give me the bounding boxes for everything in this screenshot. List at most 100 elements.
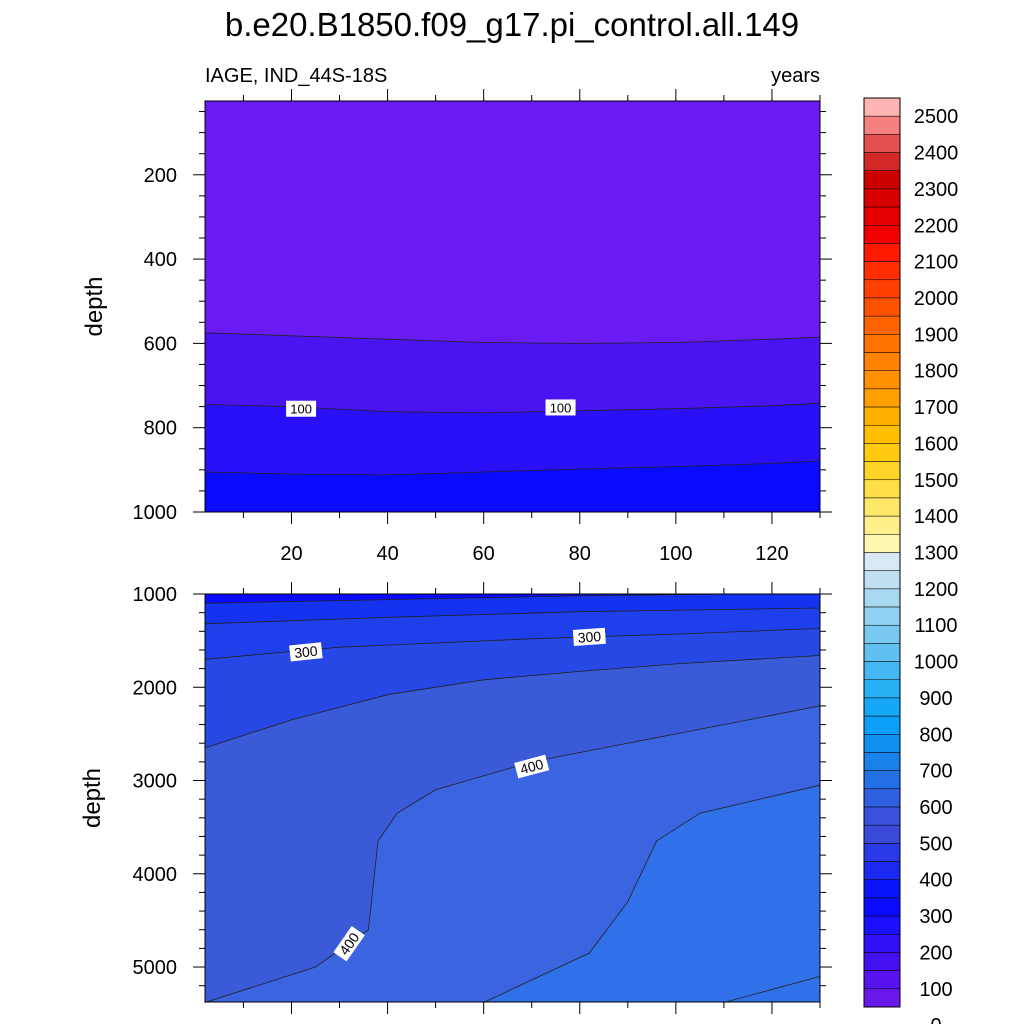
colorbar-swatch: [863, 370, 901, 390]
colorbar-swatch: [863, 134, 901, 153]
colorbar-label: 1000: [914, 652, 959, 674]
lower-contour-line: [204, 655, 821, 749]
lower-contour-label-box: [572, 627, 606, 646]
lower-band-6: [483, 785, 820, 1003]
upper-x-tick-label: 120: [755, 543, 788, 565]
colorbar-swatch: [863, 352, 901, 371]
lower-contour-line: [204, 705, 821, 1003]
lower-y-tick-label: 5000: [133, 957, 178, 979]
colorbar-label: 1300: [914, 543, 959, 565]
lower-y-axis-label: depth: [79, 768, 106, 828]
lower-contour-label: 400: [518, 756, 545, 778]
upper-contour-label: 100: [290, 402, 312, 417]
colorbar-label: 600: [919, 797, 952, 819]
colorbar-label: 1400: [914, 506, 959, 528]
upper-y-axis-label: depth: [81, 276, 108, 336]
upper-contour-line: [204, 332, 821, 344]
colorbar-label: 2000: [914, 288, 959, 310]
lower-plot-frame: [204, 593, 821, 1003]
colorbar-swatch: [863, 570, 901, 590]
colorbar-label: 0: [930, 1015, 941, 1024]
colorbar-swatch: [863, 170, 901, 190]
colorbar-swatch: [863, 679, 901, 699]
colorbar-label: 1500: [914, 470, 959, 492]
lower-y-tick-label: 3000: [133, 771, 178, 793]
upper-x-tick-label: 20: [280, 543, 302, 565]
colorbar-swatch: [863, 788, 901, 808]
colorbar-swatch: [863, 152, 901, 171]
colorbar-label: 200: [919, 942, 952, 964]
colorbar-label: 1600: [914, 433, 959, 455]
colorbar-label: 2500: [914, 106, 959, 128]
colorbar-label: 100: [919, 979, 952, 1001]
upper-contour-label-box: [286, 400, 317, 417]
colorbar-swatch: [863, 806, 901, 826]
upper-y-tick-label: 800: [144, 418, 177, 440]
colorbar-swatch: [863, 752, 901, 771]
upper-right-label: years: [771, 65, 820, 87]
lower-contour-label-group: 300: [289, 642, 323, 662]
colorbar-label: 900: [919, 688, 952, 710]
lower-contour-line: [723, 976, 821, 1003]
upper-y-tick-label: 200: [144, 165, 177, 187]
colorbar-label: 500: [919, 833, 952, 855]
colorbar-swatch: [863, 406, 901, 426]
colorbar-swatch: [863, 188, 901, 208]
colorbar-swatch: [863, 588, 901, 608]
upper-contour-label-box: [545, 399, 576, 416]
chart-title: b.e20.B1850.f09_g17.pi_control.all.149: [224, 6, 800, 43]
colorbar-label: 1700: [914, 397, 959, 419]
colorbar-label: 2400: [914, 143, 959, 165]
upper-x-tick-label: 40: [376, 543, 398, 565]
colorbar-swatch: [863, 915, 901, 935]
colorbar-swatch: [863, 970, 901, 990]
upper-band-3: [205, 460, 820, 512]
colorbar-swatch: [863, 297, 901, 317]
colorbar-swatch: [863, 770, 901, 790]
colorbar-swatch: [863, 697, 901, 717]
colorbar-swatch: [863, 334, 901, 353]
colorbar-swatch: [863, 624, 901, 644]
colorbar-label: 300: [919, 906, 952, 928]
colorbar-swatch: [863, 443, 901, 462]
colorbar-label: 400: [919, 870, 952, 892]
colorbar-swatch: [863, 715, 901, 735]
colorbar-label: 2100: [914, 252, 959, 274]
colorbar-swatch: [863, 115, 901, 135]
colorbar-swatch: [863, 225, 901, 244]
colorbar-swatch: [863, 661, 901, 681]
colorbar-label: 2300: [914, 179, 959, 201]
lower-y-tick-label: 2000: [133, 677, 178, 699]
upper-contour-label: 100: [550, 400, 572, 415]
colorbar-swatch: [863, 552, 901, 571]
colorbar-swatch: [863, 461, 901, 481]
colorbar-swatch: [863, 97, 901, 117]
lower-contour-label-group: 300: [572, 627, 606, 646]
colorbar-label: 1800: [914, 361, 959, 383]
upper-left-label: IAGE, IND_44S-18S: [205, 65, 387, 87]
colorbar-swatch: [863, 315, 901, 335]
lower-contour-label-box: [289, 642, 323, 662]
lower-y-tick-label: 1000: [133, 584, 178, 606]
colorbar-swatch: [863, 843, 901, 862]
colorbar-swatch: [863, 206, 901, 226]
colorbar-swatch: [863, 279, 901, 299]
colorbar-swatch: [863, 879, 901, 899]
lower-contour-label: 300: [577, 628, 602, 646]
upper-x-tick-label: 80: [569, 543, 591, 565]
colorbar-frame: [863, 97, 901, 1008]
colorbar-swatch: [863, 952, 901, 971]
upper-contour-line: [204, 460, 821, 476]
colorbar-label: 1100: [914, 615, 957, 637]
colorbar-swatch: [863, 424, 901, 444]
colorbar-label: 1900: [914, 324, 959, 346]
colorbar-swatch: [863, 897, 901, 917]
colorbar-swatch: [863, 606, 901, 626]
upper-y-tick-label: 600: [144, 333, 177, 355]
colorbar-swatch: [863, 643, 901, 662]
colorbar-swatch: [863, 534, 901, 553]
lower-contour-line: [204, 607, 821, 625]
colorbar-swatch: [863, 824, 901, 844]
upper-x-tick-label: 100: [659, 543, 692, 565]
